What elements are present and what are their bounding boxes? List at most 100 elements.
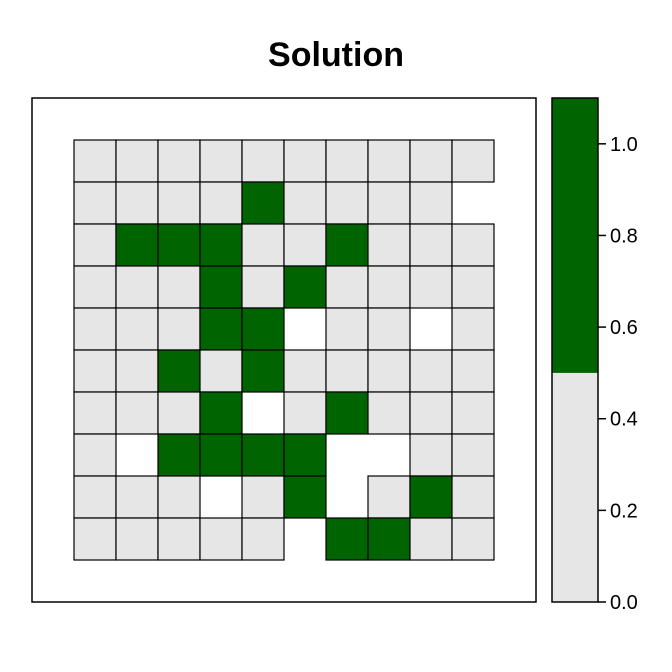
heatmap-cell-r9-c0 [73, 517, 117, 561]
heatmap-cell-r5-c2 [157, 349, 201, 393]
heatmap-cell-r7-c8 [409, 433, 453, 477]
heatmap-cell-r6-c3 [199, 391, 243, 435]
chart-title: Solution [268, 36, 404, 74]
heatmap-cell-r0-c9 [451, 139, 495, 183]
heatmap-cell-r3-c3 [199, 265, 243, 309]
heatmap-cell-r1-c6 [325, 181, 369, 225]
heatmap-cell-r3-c7 [367, 265, 411, 309]
heatmap-cell-r3-c6 [325, 265, 369, 309]
heatmap-cell-r4-c3 [199, 307, 243, 351]
colorbar-tick-label-0: 0.0 [610, 592, 638, 614]
heatmap-cell-r6-c0 [73, 391, 117, 435]
heatmap-cell-r4-c1 [115, 307, 159, 351]
heatmap-cell-r4-c4 [241, 307, 285, 351]
heatmap-cell-r4-c0 [73, 307, 117, 351]
heatmap-cell-r7-c4 [241, 433, 285, 477]
heatmap-cell-r3-c0 [73, 265, 117, 309]
heatmap-cell-r1-c4 [241, 181, 285, 225]
heatmap-cell-r8-c2 [157, 475, 201, 519]
heatmap-cell-r1-c3 [199, 181, 243, 225]
heatmap-cell-r0-c0 [73, 139, 117, 183]
heatmap-cell-r2-c0 [73, 223, 117, 267]
heatmap-cell-r7-c9 [451, 433, 495, 477]
heatmap-cell-r3-c1 [115, 265, 159, 309]
colorbar: 0.0 0.2 0.4 0.6 0.8 1.0 [551, 97, 638, 614]
heatmap-cell-r9-c1 [115, 517, 159, 561]
heatmap-cell-r5-c4 [241, 349, 285, 393]
heatmap-cell-r4-c9 [451, 307, 495, 351]
heatmap-cell-r6-c6 [325, 391, 369, 435]
heatmap-cell-r6-c2 [157, 391, 201, 435]
colorbar-tick-label-3: 0.6 [610, 317, 638, 339]
heatmap-cell-r5-c8 [409, 349, 453, 393]
heatmap-cell-r4-c7 [367, 307, 411, 351]
heatmap-cell-r1-c8 [409, 181, 453, 225]
heatmap-cell-r9-c8 [409, 517, 453, 561]
heatmap-cell-r9-c6 [325, 517, 369, 561]
heatmap-cell-r5-c5 [283, 349, 327, 393]
colorbar-tick-label-4: 0.8 [610, 225, 638, 247]
heatmap-cell-r5-c6 [325, 349, 369, 393]
heatmap-cell-r2-c5 [283, 223, 327, 267]
heatmap-cell-r5-c0 [73, 349, 117, 393]
heatmap-cell-r3-c4 [241, 265, 285, 309]
heatmap-cell-r8-c4 [241, 475, 285, 519]
heatmap-cell-r6-c8 [409, 391, 453, 435]
heatmap-cell-r2-c6 [325, 223, 369, 267]
heatmap-cell-r5-c9 [451, 349, 495, 393]
heatmap-cell-r0-c1 [115, 139, 159, 183]
heatmap-cell-r0-c7 [367, 139, 411, 183]
heatmap-cell-r8-c1 [115, 475, 159, 519]
heatmap-cell-r2-c3 [199, 223, 243, 267]
heatmap-cell-r2-c1 [115, 223, 159, 267]
colorbar-tick-label-2: 0.4 [610, 409, 638, 431]
heatmap-cell-r2-c2 [157, 223, 201, 267]
heatmap-cell-r9-c3 [199, 517, 243, 561]
heatmap-cell-r1-c1 [115, 181, 159, 225]
heatmap-cell-r6-c9 [451, 391, 495, 435]
heatmap-cell-r6-c1 [115, 391, 159, 435]
heatmap-cell-r3-c5 [283, 265, 327, 309]
heatmap-cell-r0-c6 [325, 139, 369, 183]
colorbar-band-0 [552, 372, 598, 602]
heatmap-cell-r3-c9 [451, 265, 495, 309]
heatmap-cell-r0-c5 [283, 139, 327, 183]
heatmap-cell-r0-c2 [157, 139, 201, 183]
heatmap-cell-r9-c7 [367, 517, 411, 561]
heatmap-cell-r4-c2 [157, 307, 201, 351]
heatmap-cell-r7-c5 [283, 433, 327, 477]
colorbar-frame [551, 97, 599, 603]
heatmap-cell-r2-c7 [367, 223, 411, 267]
heatmap-cell-r2-c4 [241, 223, 285, 267]
heatmap-cell-r7-c0 [73, 433, 117, 477]
heatmap-cell-r0-c3 [199, 139, 243, 183]
heatmap-cell-r5-c7 [367, 349, 411, 393]
heatmap-cell-r8-c5 [283, 475, 327, 519]
heatmap-cell-r1-c5 [283, 181, 327, 225]
heatmap-cell-r8-c9 [451, 475, 495, 519]
heatmap-cell-r1-c7 [367, 181, 411, 225]
heatmap-cell-r8-c0 [73, 475, 117, 519]
heatmap-cell-r6-c5 [283, 391, 327, 435]
heatmap-cell-r8-c7 [367, 475, 411, 519]
heatmap-cell-r7-c3 [199, 433, 243, 477]
heatmap-cell-r0-c8 [409, 139, 453, 183]
colorbar-band-1 [552, 98, 598, 373]
heatmap-cell-r3-c8 [409, 265, 453, 309]
heatmap-cell-r6-c7 [367, 391, 411, 435]
colorbar-tick-label-5: 1.0 [610, 134, 638, 156]
heatmap-cell-r9-c2 [157, 517, 201, 561]
heatmap-cell-r2-c8 [409, 223, 453, 267]
heatmap-cell-r5-c1 [115, 349, 159, 393]
heatmap-cell-r0-c4 [241, 139, 285, 183]
heatmap-cell-r7-c2 [157, 433, 201, 477]
heatmap-cells [73, 139, 495, 561]
colorbar-tick-label-1: 0.2 [610, 500, 638, 522]
plot-frame [31, 97, 537, 603]
heatmap-cell-r5-c3 [199, 349, 243, 393]
heatmap-cell-r1-c2 [157, 181, 201, 225]
heatmap-cell-r4-c6 [325, 307, 369, 351]
heatmap-cell-r3-c2 [157, 265, 201, 309]
heatmap-cell-r9-c9 [451, 517, 495, 561]
